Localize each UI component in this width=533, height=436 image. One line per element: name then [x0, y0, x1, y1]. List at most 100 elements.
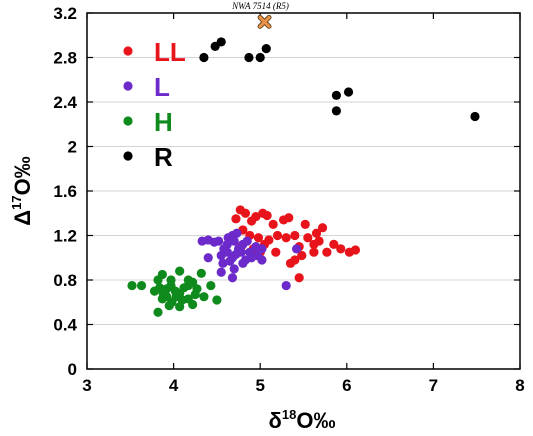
data-point-ll [311, 228, 322, 238]
y-tick-label: 1.2 [53, 227, 77, 246]
data-point-l [214, 236, 224, 246]
x-tick-label: 3 [82, 376, 91, 395]
data-point-r [331, 106, 342, 116]
data-point-ll [264, 235, 274, 245]
data-point-l [238, 258, 248, 268]
data-point-l [257, 244, 267, 254]
x-tick-label: 7 [429, 376, 438, 395]
data-point-h [190, 289, 200, 300]
y-tick-labels: 0 0.4 0.8 1.2 1.6 2 2.4 2.8 3.2 [53, 4, 77, 379]
data-point-ll [262, 210, 272, 221]
data-point-ll [297, 250, 307, 261]
x-axis-title-base: δ [269, 408, 282, 433]
x-tick-label: 6 [342, 376, 351, 395]
data-point-l [281, 280, 291, 291]
data-point-h [206, 280, 216, 291]
data-point-ll [272, 230, 283, 241]
data-point-h [164, 300, 174, 311]
data-point-h [188, 299, 198, 310]
data-point-l [291, 244, 302, 254]
data-point-ll [281, 233, 291, 243]
annotation-marker [257, 14, 272, 29]
x-axis-title-sup: 18 [282, 407, 296, 422]
grid-lines [87, 57, 520, 325]
data-point-h [153, 307, 163, 317]
legend-label-ll: LL [154, 37, 186, 67]
tick-marks [86, 12, 521, 370]
series-layer [127, 37, 480, 317]
annotation-layer: NWA 7514 (R5) [231, 1, 289, 29]
data-point-h [196, 268, 206, 278]
x-tick-labels: 3 4 5 6 7 8 [82, 376, 524, 395]
series-r [199, 37, 480, 122]
data-point-ll [350, 245, 361, 255]
legend-marker-r [123, 151, 133, 161]
data-point-r [244, 52, 254, 63]
data-point-r [199, 52, 209, 63]
data-point-h [136, 280, 147, 291]
data-point-l [203, 253, 213, 263]
legend-label-h: H [154, 107, 173, 137]
legend-label-l: L [154, 72, 170, 102]
data-point-ll [253, 233, 264, 243]
data-point-ll [300, 219, 310, 229]
y-axis-title-rest: O‰ [10, 156, 35, 195]
data-point-l [222, 239, 232, 249]
data-point-ll [290, 230, 300, 241]
annotation-label: NWA 7514 (R5) [231, 1, 289, 11]
y-tick-label: 1.6 [53, 182, 77, 201]
legend-marker-l [123, 81, 133, 91]
data-point-ll [284, 213, 294, 223]
data-point-r [470, 111, 480, 122]
data-point-h [127, 280, 137, 291]
data-point-l [218, 258, 228, 268]
data-point-h [157, 269, 167, 280]
x-tick-label: 4 [169, 376, 179, 395]
data-point-ll [309, 247, 319, 257]
y-axis-title-base: Δ [10, 210, 35, 226]
data-point-l [227, 273, 238, 283]
y-tick-label: 0 [68, 360, 77, 379]
data-point-h [199, 292, 209, 302]
x-axis-title-rest: O‰ [296, 408, 335, 433]
data-point-l [232, 228, 242, 238]
data-point-h [175, 266, 185, 276]
data-point-r [255, 52, 265, 63]
data-point-ll [317, 223, 328, 233]
y-axis-title-sup: 17 [9, 195, 24, 209]
y-tick-label: 3.2 [53, 4, 77, 23]
series-ll [231, 205, 361, 283]
data-point-ll [303, 233, 313, 243]
data-point-l [257, 255, 267, 265]
data-point-l [225, 256, 235, 266]
data-point-ll [285, 258, 296, 268]
data-point-r [331, 90, 342, 100]
data-point-l [216, 267, 226, 277]
data-point-ll [336, 244, 346, 254]
data-point-ll [251, 211, 261, 222]
y-axis-title: Δ17O‰ [9, 156, 35, 225]
series-h [127, 266, 222, 317]
data-point-ll [240, 208, 251, 218]
data-point-l [236, 247, 246, 257]
y-tick-label: 0.8 [53, 271, 77, 290]
series-l [197, 228, 302, 291]
data-point-ll [309, 239, 319, 249]
data-point-r [261, 44, 271, 54]
data-point-r [216, 37, 226, 47]
data-point-ll [231, 214, 241, 224]
data-point-l [229, 236, 239, 246]
legend-label-r: R [154, 142, 173, 172]
legend-marker-h [123, 116, 133, 126]
data-point-h [188, 277, 198, 287]
y-tick-label: 2 [68, 138, 77, 157]
data-point-ll [322, 247, 332, 257]
data-point-r [343, 87, 354, 97]
y-tick-label: 0.4 [53, 316, 77, 335]
legend-marker-ll [123, 46, 133, 56]
data-point-ll [329, 239, 339, 249]
data-point-h [175, 302, 185, 312]
data-point-ll [271, 247, 281, 257]
